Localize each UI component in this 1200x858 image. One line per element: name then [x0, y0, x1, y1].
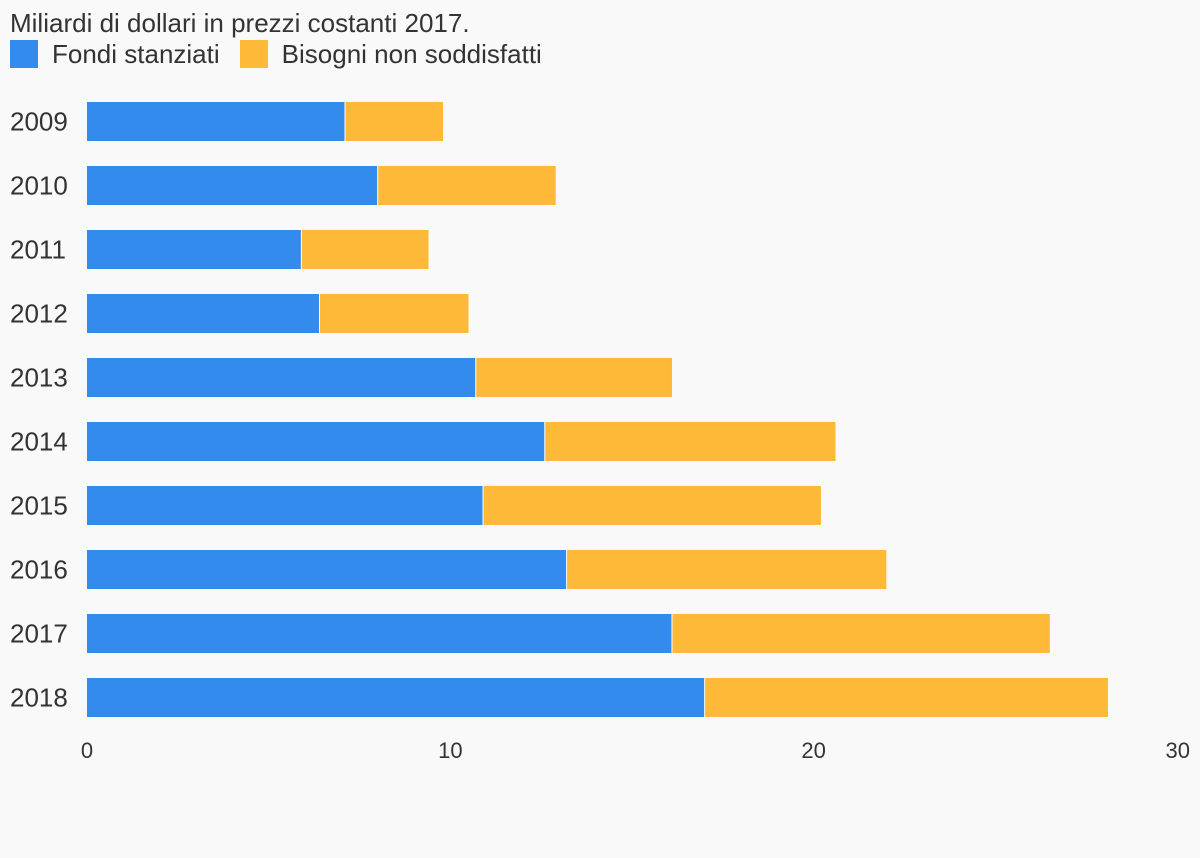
bar-bisogni-2011: [301, 230, 429, 269]
category-label-2018: 2018: [10, 683, 68, 713]
category-label-2017: 2017: [10, 619, 68, 649]
bar-bisogni-2014: [544, 422, 836, 461]
bar-bisogni-2010: [377, 166, 556, 205]
x-tick-label-20: 20: [801, 738, 825, 763]
legend-swatch-bisogni: [239, 40, 268, 68]
x-tick-label-0: 0: [81, 738, 93, 763]
category-label-2010: 2010: [10, 171, 68, 201]
legend-label-bisogni: Bisogni non soddisfatti: [281, 38, 542, 69]
bar-fondi-2017: [87, 614, 672, 653]
legend-label-fondi: Fondi stanziati: [52, 38, 220, 69]
category-label-2016: 2016: [10, 555, 68, 585]
bar-bisogni-2013: [475, 358, 672, 397]
bar-fondi-2009: [87, 102, 345, 141]
bar-fondi-2015: [87, 486, 484, 525]
bar-fondi-2012: [87, 294, 320, 333]
x-tick-label-30: 30: [1166, 738, 1190, 763]
x-tick-label-10: 10: [438, 738, 462, 763]
bar-bisogni-2016: [566, 550, 887, 589]
chart-subtitle: Miliardi di dollari in prezzi costanti 2…: [10, 8, 470, 38]
bar-fondi-2014: [87, 422, 545, 461]
bar-fondi-2016: [87, 550, 567, 589]
bar-bisogni-2012: [319, 294, 469, 333]
bar-fondi-2018: [87, 678, 705, 717]
bar-bisogni-2018: [704, 678, 1108, 717]
category-label-2009: 2009: [10, 107, 68, 137]
bar-bisogni-2017: [671, 614, 1050, 653]
legend-item-fondi: Fondi stanziati: [10, 39, 220, 70]
legend-swatch-fondi: [10, 40, 38, 68]
legend-item-bisogni: Bisogni non soddisfatti: [239, 38, 542, 70]
category-label-2012: 2012: [10, 299, 68, 329]
bar-fondi-2011: [87, 230, 302, 269]
category-label-2014: 2014: [10, 427, 68, 457]
bar-bisogni-2009: [344, 102, 444, 141]
category-label-2011: 2011: [10, 235, 66, 265]
bar-fondi-2010: [87, 166, 378, 205]
bar-bisogni-2015: [483, 486, 821, 525]
category-label-2013: 2013: [10, 363, 68, 393]
category-label-2015: 2015: [10, 491, 68, 521]
legend: Fondi stanziati Bisogni non soddisfatti: [10, 38, 562, 70]
bar-fondi-2013: [87, 358, 476, 397]
